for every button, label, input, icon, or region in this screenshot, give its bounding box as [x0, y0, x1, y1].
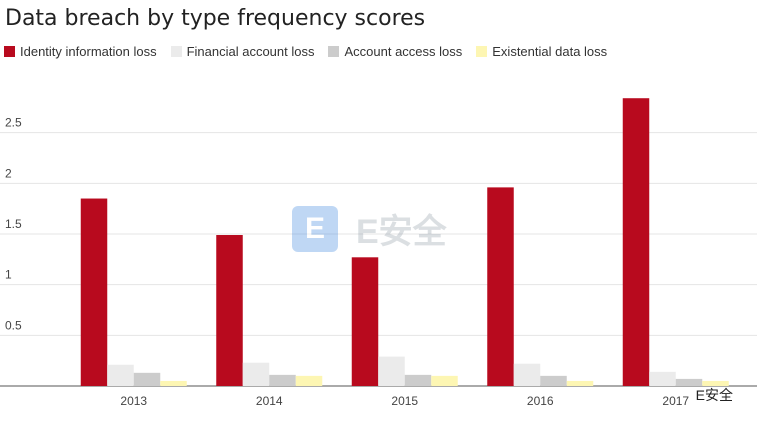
bar: [622, 98, 650, 387]
bar: [160, 380, 187, 386]
watermark: E E安全: [292, 204, 447, 253]
bar: [566, 380, 594, 386]
bar: [513, 363, 541, 386]
y-tick-label: 2.5: [5, 116, 22, 130]
watermark-text: E安全: [356, 213, 447, 251]
legend-label-existential: Existential data loss: [492, 44, 608, 59]
bar: [107, 364, 134, 386]
bar: [404, 374, 432, 386]
x-tick-label: 2017: [662, 394, 689, 408]
y-tick-label: 1: [5, 268, 12, 282]
bar: [487, 187, 514, 386]
bar: [431, 375, 458, 386]
y-tick-label: 1.5: [5, 217, 22, 231]
legend-swatch-existential: [476, 46, 488, 57]
bar: [216, 235, 243, 386]
legend-label-financial: Financial account loss: [186, 44, 315, 59]
legend-item-financial: Financial account loss: [170, 44, 315, 59]
bar: [649, 371, 676, 386]
y-tick-label: 2: [5, 166, 12, 180]
chart-title: Data breach by type frequency scores: [5, 6, 426, 31]
corner-badge: E安全: [695, 387, 733, 403]
legend-label-identity: Identity information loss: [20, 44, 157, 59]
x-tick-label: 2014: [256, 394, 283, 408]
bar: [540, 375, 567, 386]
bar: [242, 362, 270, 386]
bar: [351, 257, 379, 386]
legend-swatch-financial: [170, 46, 182, 57]
bar: [675, 378, 703, 386]
bar: [295, 375, 323, 386]
x-tick-label: 2016: [527, 394, 554, 408]
legend-swatch-access: [328, 46, 340, 57]
bar: [133, 372, 161, 386]
legend-item-access: Account access loss: [328, 44, 462, 59]
y-tick-label: 0.5: [5, 318, 22, 332]
legend-swatch-identity: [4, 46, 15, 57]
bar: [702, 380, 729, 386]
legend: Identity information loss Financial acco…: [4, 44, 621, 59]
x-tick-label: 2015: [391, 394, 418, 408]
legend-label-access: Account access loss: [344, 44, 463, 59]
bar: [269, 374, 296, 386]
watermark-logo-icon: E: [292, 205, 338, 252]
bar: [80, 198, 108, 386]
bar: [378, 356, 405, 386]
legend-item-identity: Identity information loss: [4, 44, 157, 59]
x-tick-label: 2013: [120, 394, 147, 408]
legend-item-existential: Existential data loss: [476, 44, 607, 59]
